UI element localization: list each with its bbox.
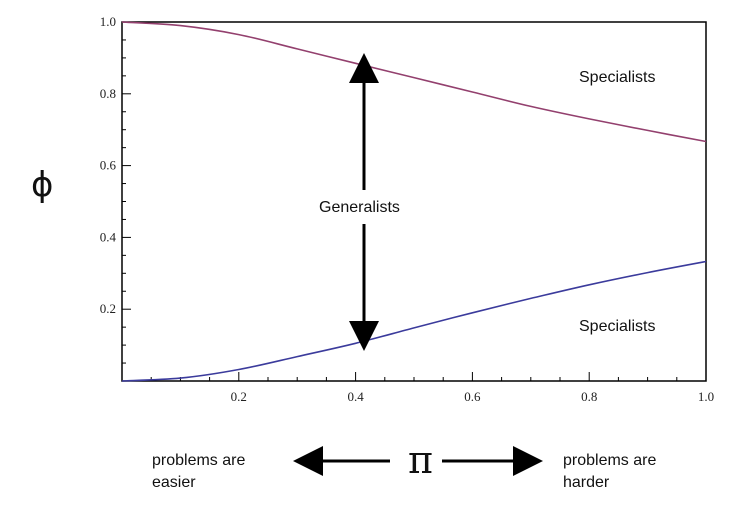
y-tick-label: 0.2 xyxy=(100,301,116,316)
note-easier-line2: easier xyxy=(152,474,196,491)
note-harder-line1: problems are xyxy=(563,452,656,469)
x-axis: 0.2 0.4 0.6 0.8 1.0 xyxy=(231,372,714,404)
note-easier-line1: problems are xyxy=(152,452,245,469)
annotation-generalists: Generalists xyxy=(319,199,400,216)
annotation-specialists-top: Specialists xyxy=(579,69,655,86)
x-tick-label: 0.4 xyxy=(347,389,364,404)
x-axis-label: π xyxy=(408,438,433,482)
x-tick-label: 0.6 xyxy=(464,389,481,404)
annotation-specialists-bottom: Specialists xyxy=(579,318,655,335)
y-tick-label: 0.8 xyxy=(100,86,116,101)
y-axis-label: ϕ xyxy=(31,165,53,205)
note-harder-line2: harder xyxy=(563,474,610,491)
y-tick-label: 1.0 xyxy=(100,14,116,29)
series-line-lower xyxy=(121,260,707,382)
x-tick-label: 0.2 xyxy=(231,389,247,404)
x-tick-label: 1.0 xyxy=(698,389,714,404)
y-axis: 0.2 0.4 0.6 0.8 1.0 xyxy=(100,14,131,316)
y-tick-label: 0.6 xyxy=(100,158,117,173)
x-tick-label: 0.8 xyxy=(581,389,597,404)
series-line-upper xyxy=(121,21,707,143)
y-minor-ticks xyxy=(122,39,126,364)
y-tick-label: 0.4 xyxy=(100,229,117,244)
